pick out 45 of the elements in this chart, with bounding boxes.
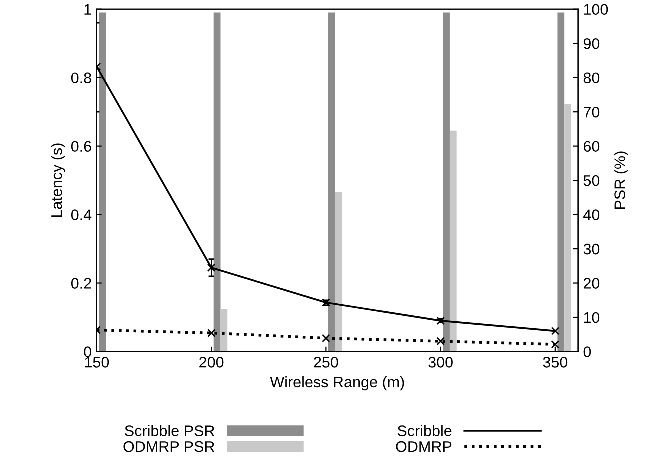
- bar: [558, 12, 565, 352]
- y2-tick-label: 100: [584, 4, 608, 16]
- point: [551, 340, 560, 349]
- bar: [450, 130, 457, 352]
- x-tick-label: 350: [543, 357, 568, 368]
- y2-tick-label: 10: [584, 312, 600, 324]
- bar: [220, 308, 228, 352]
- x-axis-title: Wireless Range (m): [270, 376, 404, 391]
- point: [207, 264, 216, 272]
- legend-label: Scribble: [398, 425, 452, 436]
- x-tick-label: 300: [428, 357, 453, 368]
- y-tick-label: 1: [84, 4, 92, 15]
- point: [207, 329, 216, 338]
- y2-tick-label: 70: [584, 106, 600, 118]
- y2-tick-label: 40: [584, 210, 600, 220]
- point: [436, 316, 445, 326]
- y-tick-label: 0.2: [71, 278, 92, 289]
- point: [551, 327, 560, 336]
- point: [322, 334, 330, 343]
- y2-tick-label: 30: [584, 244, 600, 255]
- y2-tick-label: 90: [584, 38, 600, 50]
- y-tick-label: 0.8: [71, 72, 92, 84]
- bar: [328, 12, 336, 352]
- y-axis-title: Latency (s): [51, 144, 66, 218]
- bar: [99, 12, 106, 352]
- y2-tick-label: 80: [584, 72, 600, 84]
- bar: [335, 192, 342, 352]
- point: [436, 337, 445, 346]
- bar: [214, 12, 221, 352]
- legend-label: ODMRP: [396, 441, 452, 452]
- y-tick-label: 0.6: [71, 141, 92, 152]
- bar: [443, 12, 450, 352]
- y2-tick-label: 0: [584, 346, 592, 358]
- y2-tick-label: 20: [584, 278, 600, 289]
- legend-label: Scribble PSR: [125, 425, 215, 436]
- x-tick-label: 200: [200, 357, 224, 368]
- legend-label: ODMRP PSR: [124, 441, 215, 452]
- y2-tick-label: 50: [584, 175, 600, 186]
- x-tick-label: 150: [85, 357, 110, 368]
- y2-axis-title: PSR (%): [614, 152, 628, 210]
- bar: [564, 104, 572, 352]
- x-tick-label: 250: [314, 357, 338, 368]
- y-tick-label: 0: [84, 346, 92, 358]
- y2-tick-label: 60: [584, 141, 600, 152]
- y-tick-label: 0.4: [71, 210, 92, 220]
